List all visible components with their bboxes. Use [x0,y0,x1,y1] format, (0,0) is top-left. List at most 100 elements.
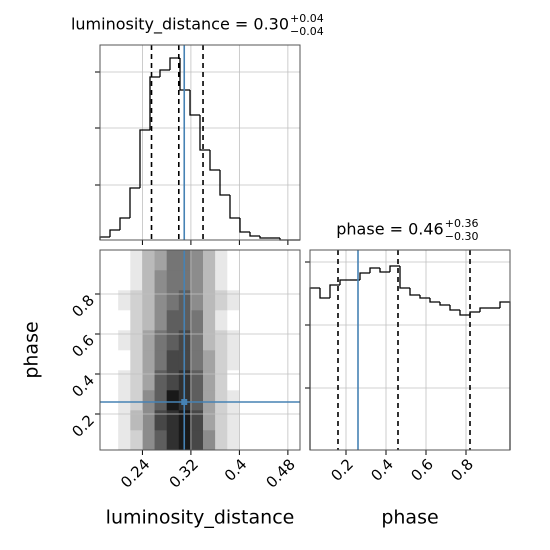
density-cell [190,390,204,411]
density-cell [190,310,204,331]
histogram-step [179,58,190,91]
histogram-step [449,305,460,311]
histogram-step [189,90,200,116]
density-cell [118,290,131,311]
y-tick-label: 0.4 [68,371,98,401]
density-cell [118,410,131,431]
axes-frame [99,44,301,241]
x-tick-label: 0.4 [367,455,397,485]
histogram-step [329,284,340,298]
density-cell [130,410,143,431]
density-cell [190,410,204,431]
density-cell [215,390,228,411]
density-cell [190,250,204,271]
density-cell [166,370,180,391]
density-cell [154,390,167,411]
density-cell [118,390,131,411]
density-cell [154,370,167,391]
density-cell [227,430,240,451]
density-cell [130,310,143,331]
density-cell [227,250,240,271]
histogram-step [109,229,120,237]
histogram-step [169,57,180,70]
histogram-step [479,307,490,312]
x-tick-label: 0.24 [117,455,153,491]
density-cell [166,330,180,351]
x-axis-label: luminosity_distance [106,507,295,529]
histogram-step [309,287,320,450]
density-cell [166,270,180,291]
density-cell [142,270,155,291]
density-cell [190,270,204,291]
axes-frame [99,249,301,451]
density-cell [130,250,143,271]
x-tick-label: 0.48 [263,455,299,491]
density-cell [215,410,228,431]
density-cell [227,310,240,331]
density-cell [118,250,131,271]
density-cell [203,270,216,291]
histogram-step [159,69,170,77]
density-cell [166,290,180,311]
density-cell [142,290,155,311]
density-cell [130,330,143,351]
histogram-step [429,298,440,303]
density-cell [203,390,216,411]
density-cell [118,350,131,371]
density-cell [154,330,167,351]
histogram-step [129,187,140,218]
density-cell [227,330,240,351]
x-tick-label: 0.6 [407,455,437,485]
density-cell [215,290,228,311]
title-lower-error: −0.30 [445,230,479,243]
density-cell [130,370,143,391]
title-lower-error: −0.04 [290,25,324,38]
density-cell [142,430,155,451]
density-cell [166,350,180,371]
histogram-step [199,115,210,151]
density-cell [130,390,143,411]
density-cell [203,410,216,431]
histogram-step [399,266,410,289]
density-cell [118,310,131,331]
histogram-step [119,217,130,230]
density-cell [227,290,240,311]
density-cell [166,310,180,331]
density-cell [166,430,180,451]
histogram-step [499,301,511,450]
density-cell [203,310,216,331]
density-cell [130,290,143,311]
y-axis-label: phase [21,321,43,378]
histogram-step [459,310,470,316]
density-cell [142,310,155,331]
density-cell [215,370,228,391]
density-cell [142,250,155,271]
histogram-step [139,129,150,188]
histogram-step [249,232,260,237]
density-cell [203,290,216,311]
density-cell [190,350,204,371]
x-tick-label: 0.4 [221,455,251,485]
y-tick-label: 0.8 [68,291,98,321]
histogram-step [439,302,450,306]
density-cell [142,390,155,411]
density-cell [118,370,131,391]
x-tick-label: 0.32 [166,455,202,491]
density-cell [190,430,204,451]
density-cell [142,410,155,431]
density-cell [203,250,216,271]
x-tick-label: 0.2 [327,455,357,485]
density-cell [215,310,228,331]
density-cell [227,350,240,371]
density-cell [203,370,216,391]
density-cell [227,270,240,291]
density-cell [154,350,167,371]
density-cell [154,250,167,271]
density-cell [203,330,216,351]
density-cell [142,370,155,391]
x-tick-label: 0.8 [447,455,477,485]
density-cell [215,250,228,271]
density-cell [130,350,143,371]
density-cell [203,430,216,451]
histogram-step [389,265,400,272]
